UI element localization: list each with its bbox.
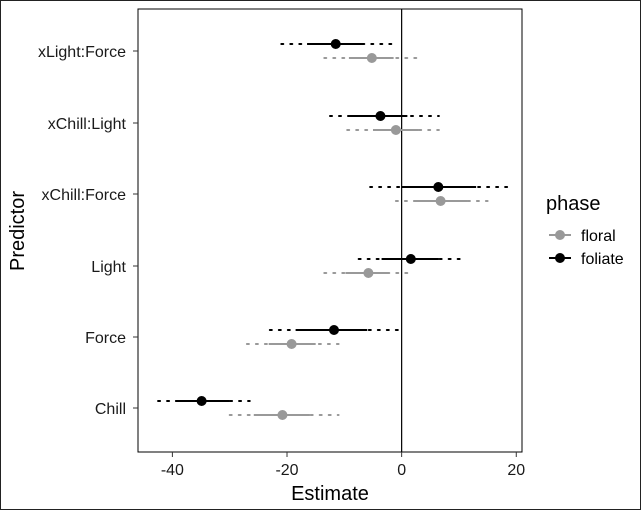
y-tick-label: Force: [85, 330, 126, 347]
y-axis-title: Predictor: [7, 191, 29, 271]
y-tick-label: xChill:Force: [42, 187, 127, 204]
y-tick-label: xLight:Force: [38, 44, 126, 61]
axis-ticks: -40 -20 0 20 xLight:Force xChill:Light xChill:…: [38, 44, 525, 479]
foliate-estimate-point: [405, 254, 416, 264]
floral-estimate-point: [435, 196, 446, 206]
x-tick-label: -40: [161, 462, 184, 479]
floral-estimate-point: [363, 268, 374, 278]
legend-key-point-floral: [555, 230, 565, 240]
floral-estimate-point: [366, 53, 377, 63]
x-axis-title: Estimate: [291, 483, 369, 505]
legend-key-point-foliate: [555, 253, 565, 263]
foliate-estimate-point: [329, 325, 340, 335]
floral-estimate-point: [390, 125, 401, 135]
legend-title: phase: [546, 193, 601, 215]
plot-area: [137, 8, 523, 453]
foliate-estimate-point: [433, 182, 444, 192]
floral-estimate-point: [277, 410, 288, 420]
plot-panel-border: [137, 8, 523, 453]
y-tick-label: Chill: [95, 401, 126, 418]
legend-label-foliate: foliate: [581, 251, 624, 268]
y-tick-label: xChill:Light: [48, 116, 127, 133]
foliate-estimate-point: [196, 396, 207, 406]
legend: phase floral foliate: [546, 193, 624, 268]
y-tick-label: Light: [91, 259, 126, 276]
foliate-estimate-point: [330, 39, 341, 49]
floral-estimate-point: [286, 339, 297, 349]
foliate-estimate-point: [375, 111, 386, 121]
x-tick-label: 0: [397, 462, 406, 479]
legend-label-floral: floral: [581, 228, 616, 245]
x-tick-label: 20: [507, 462, 525, 479]
x-tick-label: -20: [275, 462, 298, 479]
